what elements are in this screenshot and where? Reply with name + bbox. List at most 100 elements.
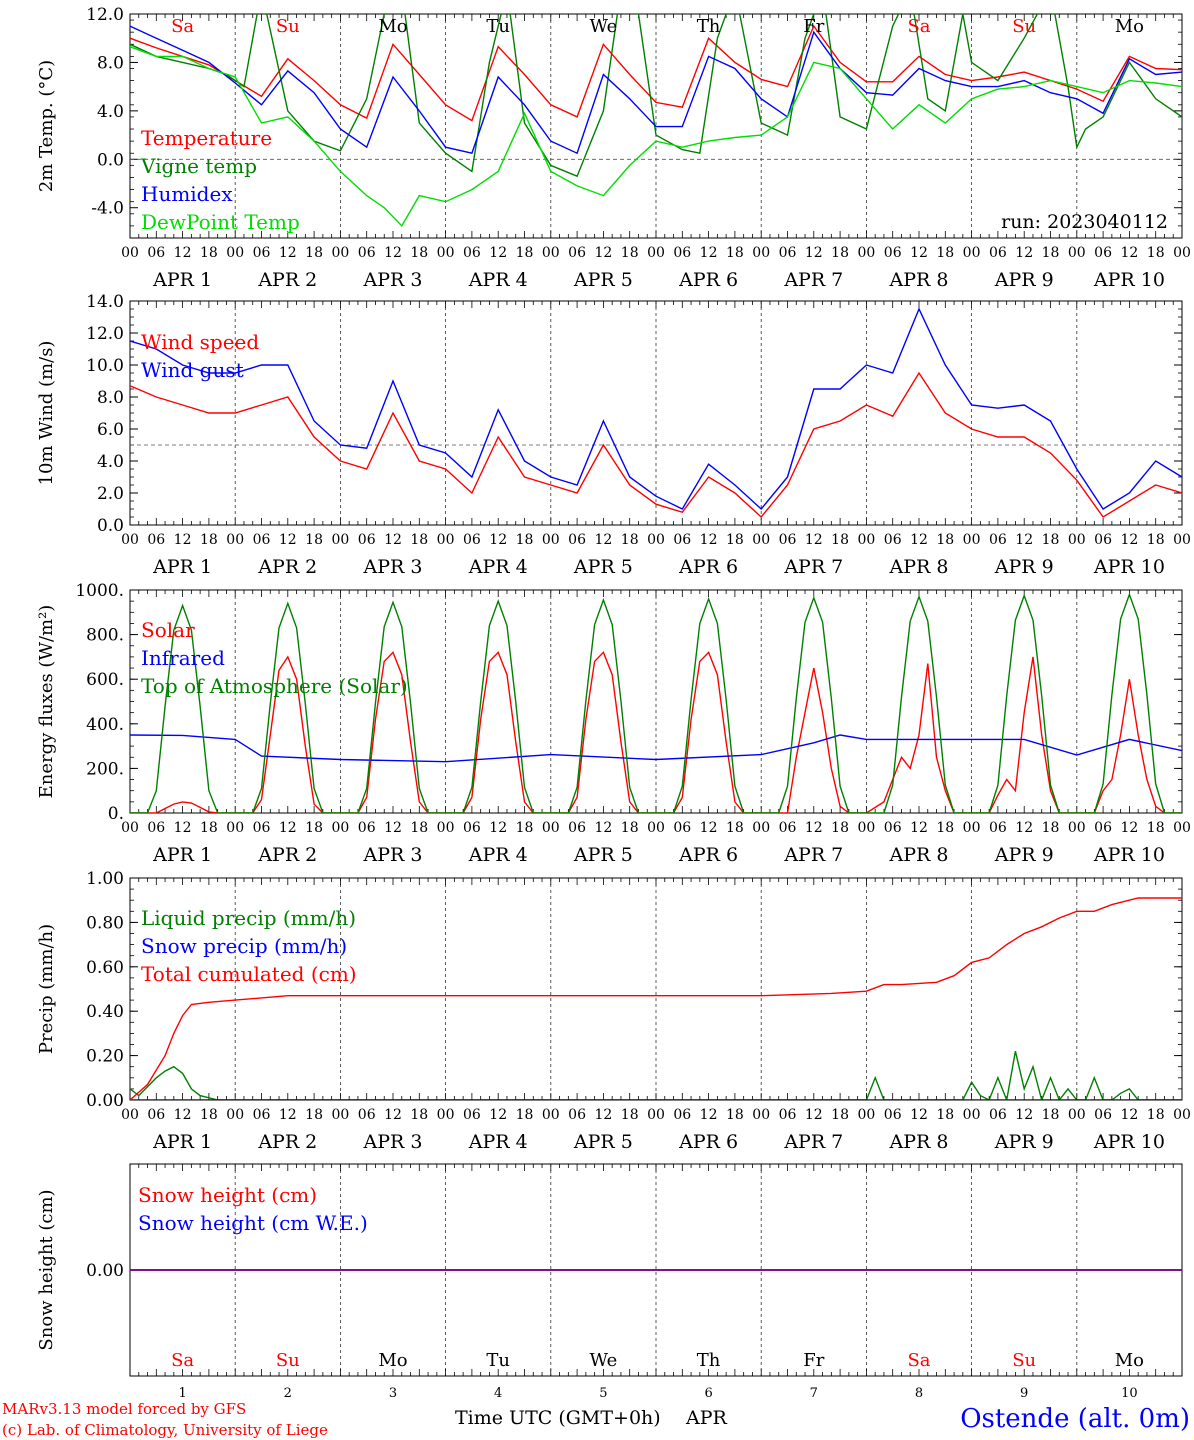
day-number-label: 1 xyxy=(178,1386,186,1401)
hour-tick-label: 18 xyxy=(831,820,849,836)
legend-entry: Top of Atmosphere (Solar) xyxy=(141,674,408,698)
hour-tick-label: 06 xyxy=(989,1107,1007,1123)
date-label: APR 1 xyxy=(152,1131,212,1153)
series-infrared xyxy=(130,734,1182,763)
day-of-week-label: Fr xyxy=(803,16,824,37)
legend-entry: Wind gust xyxy=(141,358,244,382)
day-of-week-label: Su xyxy=(1012,16,1036,37)
hour-tick-label: 12 xyxy=(489,245,507,261)
date-label: APR 2 xyxy=(257,844,317,866)
date-label: APR 10 xyxy=(1093,1131,1165,1153)
hour-tick-label: 12 xyxy=(174,245,192,261)
day-number-label: 4 xyxy=(494,1386,502,1401)
hour-tick-label: 06 xyxy=(779,532,797,548)
hour-tick-label: 18 xyxy=(936,532,954,548)
y-tick-label: -4.0 xyxy=(91,199,124,219)
hour-tick-label: 00 xyxy=(857,532,875,548)
hour-tick-label: 12 xyxy=(910,532,928,548)
hour-tick-label: 06 xyxy=(1094,532,1112,548)
y-tick-label: 0.0 xyxy=(97,516,124,536)
date-label: APR 4 xyxy=(468,844,528,866)
panel-temperature: 12.0 8.0 4.0 0.0 -4.0 2m Temp. (°C) Temperatur… xyxy=(36,5,1191,291)
hour-tick-label: 18 xyxy=(200,245,218,261)
day-of-week-label: We xyxy=(590,1350,618,1371)
day-of-week-label: Mo xyxy=(1115,1350,1144,1371)
hour-tick-label: 06 xyxy=(358,1107,376,1123)
date-label: APR 9 xyxy=(994,844,1054,866)
day-of-week-label: Tu xyxy=(486,16,510,37)
hour-tick-label: 06 xyxy=(253,820,271,836)
hour-tick-label: 18 xyxy=(726,245,744,261)
xaxis-month: APR xyxy=(685,1407,728,1429)
day-number-label: 5 xyxy=(599,1386,607,1401)
day-number-label: 9 xyxy=(1020,1386,1028,1401)
hour-tick-label: 12 xyxy=(594,532,612,548)
hour-tick-label: 18 xyxy=(516,245,534,261)
hour-tick-label: 18 xyxy=(410,245,428,261)
date-label: APR 9 xyxy=(994,556,1054,578)
day-of-week-label: Sa xyxy=(907,16,930,37)
legend-entry: Infrared xyxy=(141,646,225,670)
panel-snow: 0.00 Snow height (cm) Snow height (cm) Snow… xyxy=(36,1163,1183,1401)
y-tick-label: 12.0 xyxy=(86,5,124,25)
hour-tick-label: 12 xyxy=(174,820,192,836)
hour-tick-label: 18 xyxy=(726,1107,744,1123)
hour-tick-label: 18 xyxy=(831,1107,849,1123)
date-label: APR 7 xyxy=(783,844,843,866)
panel-frame xyxy=(129,589,1183,814)
hour-tick-label: 12 xyxy=(1120,820,1138,836)
hour-tick-label: 00 xyxy=(121,245,139,261)
hour-tick-label: 00 xyxy=(226,820,244,836)
hour-tick-label: 12 xyxy=(910,820,928,836)
y-tick-label: 0.40 xyxy=(86,1002,124,1022)
hour-tick-label: 00 xyxy=(121,1107,139,1123)
hour-tick-label: 00 xyxy=(542,1107,560,1123)
hour-tick-label: 06 xyxy=(989,245,1007,261)
hour-tick-label: 12 xyxy=(1015,245,1033,261)
hour-tick-label: 06 xyxy=(253,245,271,261)
y-axis-label: 10m Wind (m/s) xyxy=(36,341,57,486)
hour-tick-label: 00 xyxy=(542,820,560,836)
hour-tick-label: 18 xyxy=(1147,245,1165,261)
hour-tick-label: 00 xyxy=(437,245,455,261)
date-label: APR 9 xyxy=(994,1131,1054,1153)
series-temperature xyxy=(130,24,1182,122)
hour-tick-label: 00 xyxy=(963,820,981,836)
hour-tick-label: 06 xyxy=(568,1107,586,1123)
hour-tick-label: 18 xyxy=(516,820,534,836)
hour-tick-label: 06 xyxy=(779,1107,797,1123)
hour-tick-label: 00 xyxy=(121,532,139,548)
station-name: Ostende (alt. 0m) xyxy=(960,1404,1190,1434)
y-tick-label: 0.60 xyxy=(86,958,124,978)
y-tick-label: 8.0 xyxy=(97,388,124,408)
hour-tick-label: 00 xyxy=(1068,532,1086,548)
hour-tick-label: 12 xyxy=(910,245,928,261)
hour-tick-label: 12 xyxy=(700,245,718,261)
hour-tick-label: 06 xyxy=(884,245,902,261)
hour-tick-label: 18 xyxy=(410,532,428,548)
hour-tick-label: 18 xyxy=(726,820,744,836)
hour-tick-label: 12 xyxy=(1120,532,1138,548)
date-label: APR 6 xyxy=(678,1131,738,1153)
hour-tick-label: 06 xyxy=(358,532,376,548)
hour-tick-label: 12 xyxy=(489,532,507,548)
y-tick-label: 14.0 xyxy=(86,292,124,312)
hour-tick-label: 00 xyxy=(857,1107,875,1123)
hour-tick-label: 00 xyxy=(752,820,770,836)
hour-tick-label: 00 xyxy=(963,1107,981,1123)
hour-tick-label: 00 xyxy=(647,245,665,261)
hour-tick-label: 00 xyxy=(437,820,455,836)
hour-tick-label: 12 xyxy=(1120,245,1138,261)
legend-entry: Humidex xyxy=(141,182,233,206)
y-tick-label: 600. xyxy=(86,670,124,690)
hour-tick-label: 00 xyxy=(963,532,981,548)
hour-tick-label: 18 xyxy=(1042,532,1060,548)
hour-tick-label: 12 xyxy=(594,245,612,261)
hour-tick-label: 06 xyxy=(253,532,271,548)
hour-tick-label: 06 xyxy=(147,532,165,548)
hour-tick-label: 06 xyxy=(673,1107,691,1123)
y-tick-label: 0.80 xyxy=(86,913,124,933)
hour-tick-label: 12 xyxy=(384,1107,402,1123)
run-label: run: 2023040112 xyxy=(1001,211,1168,233)
y-tick-label: 6.0 xyxy=(97,420,124,440)
